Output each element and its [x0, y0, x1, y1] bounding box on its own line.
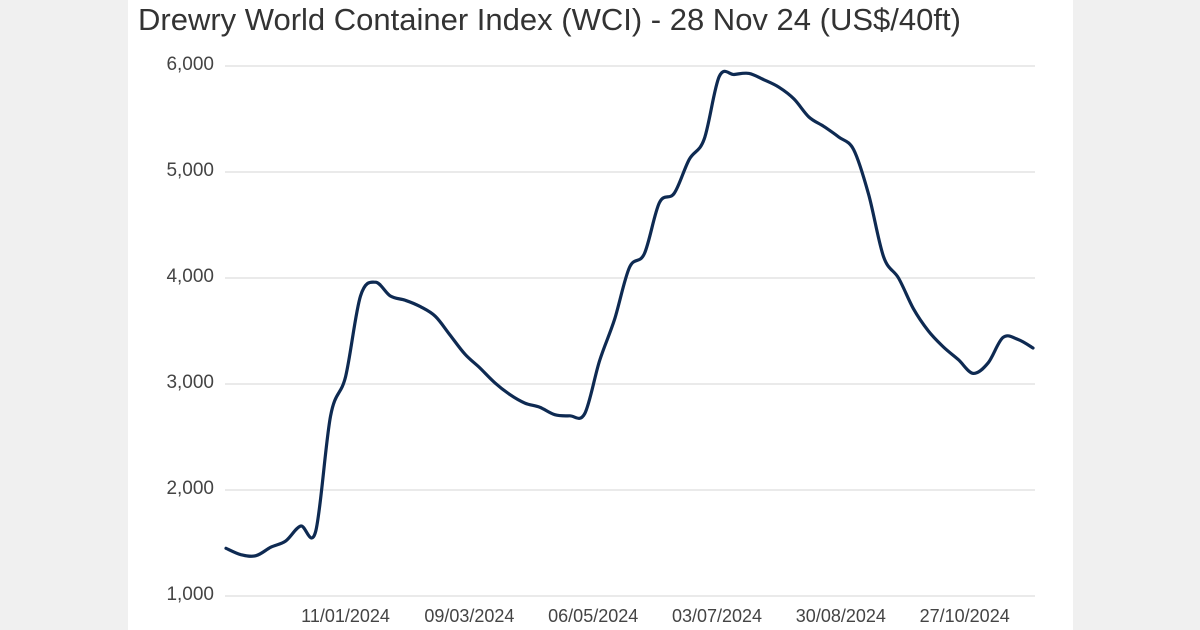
y-tick-label: 6,000 — [166, 54, 214, 75]
x-tick-label: 03/07/2024 — [671, 606, 763, 626]
x-tick-label: 06/05/2024 — [548, 606, 639, 626]
y-tick-label: 2,000 — [166, 478, 214, 499]
gridlines — [225, 65, 1035, 597]
y-tick-label: 3,000 — [166, 372, 214, 393]
x-tick-label: 30/08/2024 — [795, 606, 886, 626]
x-tick-label: 09/03/2024 — [424, 606, 515, 626]
y-tick-label: 5,000 — [166, 160, 214, 181]
chart-title: Drewry World Container Index (WCI) - 28 … — [138, 2, 961, 37]
y-tick-label: 4,000 — [166, 266, 214, 287]
wci-line — [224, 69, 1035, 558]
x-tick-label: 27/10/2024 — [919, 606, 1010, 626]
x-tick-label: 11/01/2024 — [301, 606, 390, 626]
y-tick-label: 1,000 — [166, 584, 214, 605]
